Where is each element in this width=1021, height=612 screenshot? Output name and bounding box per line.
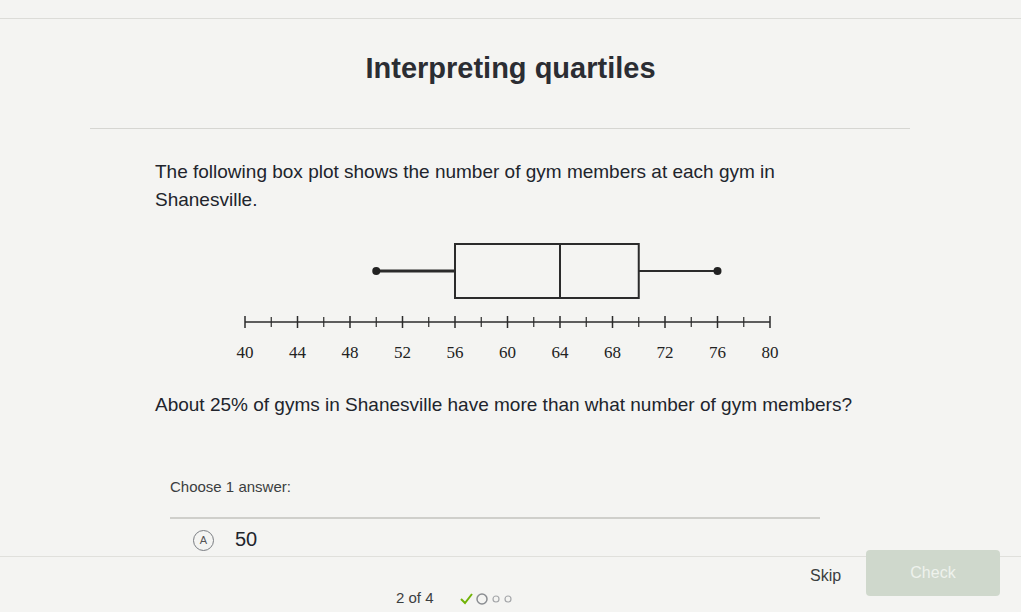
progress-icons: [458, 589, 538, 609]
x-tick: [402, 316, 404, 328]
progress-dot: [493, 596, 499, 602]
x-tick-label: 44: [289, 343, 307, 362]
x-tick: [664, 316, 666, 328]
title-rule: [90, 128, 910, 129]
x-minor-tick: [638, 317, 639, 327]
x-minor-tick: [743, 317, 744, 327]
answers-rule: [170, 517, 820, 519]
x-tick: [612, 316, 614, 328]
x-tick: [297, 316, 299, 328]
x-tick-label: 72: [657, 343, 674, 362]
answer-text[interactable]: 50: [235, 528, 257, 551]
check-icon: [461, 594, 472, 603]
x-tick: [349, 316, 351, 328]
min-point: [372, 267, 380, 275]
right-whisker: [639, 270, 718, 272]
x-tick-label: 56: [447, 343, 464, 362]
x-tick: [244, 316, 246, 328]
skip-button[interactable]: Skip: [810, 567, 841, 585]
x-tick: [507, 316, 509, 328]
x-minor-tick: [428, 317, 429, 327]
progress: 2 of 4: [396, 589, 434, 606]
left-whisker: [376, 270, 455, 273]
x-tick-label: 52: [394, 343, 411, 362]
x-tick: [454, 316, 456, 328]
x-minor-tick: [323, 317, 324, 327]
x-minor-tick: [481, 317, 482, 327]
x-tick-label: 48: [342, 343, 359, 362]
iqr-box: [455, 244, 639, 298]
progress-dot: [477, 594, 487, 604]
max-point: [714, 267, 722, 275]
answer-letter[interactable]: A: [193, 530, 214, 551]
x-tick: [769, 316, 771, 328]
x-tick-label: 68: [604, 343, 621, 362]
check-button[interactable]: Check: [866, 550, 1000, 596]
median: [559, 244, 561, 298]
x-tick-label: 40: [237, 343, 254, 362]
progress-dot: [505, 596, 511, 602]
x-tick: [717, 316, 719, 328]
x-tick: [559, 316, 561, 328]
x-minor-tick: [271, 317, 272, 327]
x-minor-tick: [691, 317, 692, 327]
question: About 25% of gyms in Shanesville have mo…: [155, 384, 855, 426]
prompt: The following box plot shows the number …: [155, 158, 855, 214]
top-rule: [0, 18, 1021, 19]
x-tick-label: 64: [552, 343, 570, 362]
x-tick-label: 80: [762, 343, 779, 362]
x-minor-tick: [376, 317, 377, 327]
x-minor-tick: [533, 317, 534, 327]
instruction: Choose 1 answer:: [170, 478, 291, 495]
x-minor-tick: [586, 317, 587, 327]
title: Interpreting quartiles: [0, 52, 1021, 85]
x-tick-label: 76: [709, 343, 726, 362]
box: [372, 244, 721, 298]
x-tick-label: 60: [499, 343, 516, 362]
